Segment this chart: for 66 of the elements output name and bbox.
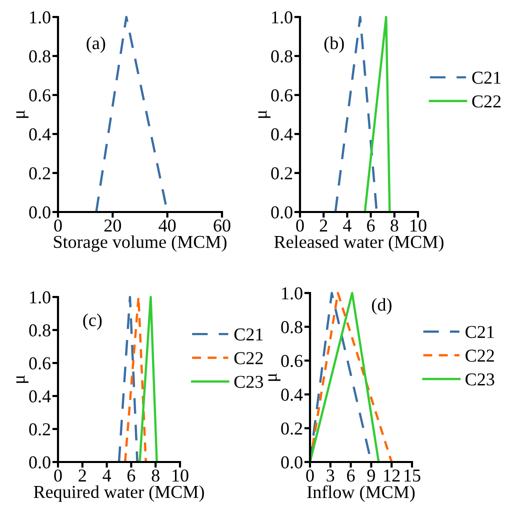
x-tick-label: 10 [410,219,426,232]
x-tick-label: 2 [320,220,328,232]
x-tick-label: 10 [172,469,188,482]
y-axis-title: μ [258,110,270,118]
y-tick-label: 0.2 [29,423,50,436]
x-axis-title: Released water (MCM) [274,235,444,252]
x-tick-label: 9 [367,470,375,482]
y-tick-label: 0.2 [281,422,302,435]
x-tick-label: 60 [214,219,230,232]
y-tick-label: 0.6 [281,354,303,368]
annotation: (b) [324,36,344,53]
x-tick-label: 40 [158,219,176,232]
annotation: (c) [83,314,102,330]
x-axis-title: Required water (MCM) [34,485,204,502]
y-tick-label: 0.2 [29,167,50,180]
y-tick-label: 0.6 [29,357,51,370]
x-tick-label: 12 [384,470,400,482]
x-tick-label: 15 [404,470,420,482]
x-tick-label: 0 [54,219,62,232]
legend-label: C22 [466,350,494,362]
x-tick-label: 0 [54,469,62,482]
x-axis-title: Inflow (MCM) [307,485,415,502]
x-tick-label: 8 [152,469,160,482]
x-tick-label: 4 [343,220,352,232]
annotation: (a) [86,36,106,53]
y-tick-label: 1.0 [30,11,50,24]
y-tick-label: 0.2 [271,167,292,180]
legend-label: C22 [472,95,501,108]
y-tick-label: 0.0 [29,456,50,469]
x-axis-title: Storage volume (MCM) [54,235,226,252]
x-tick-label: 8 [390,219,398,232]
legend-label: C22 [234,352,263,364]
x-tick-label: 0 [296,219,304,232]
annotation: (d) [372,298,392,314]
x-tick-label: 4 [102,470,112,482]
y-tick-label: 0.0 [271,206,292,219]
x-tick-label: 6 [347,470,355,482]
x-tick-label: 6 [367,220,375,232]
y-axis-title: μ [16,375,28,383]
x-tick-label: 3 [326,470,334,482]
legend-label: C21 [466,326,494,338]
x-tick-label: 0 [306,469,314,482]
legend-label: C21 [234,328,263,341]
y-tick-label: 0.4 [271,128,293,141]
y-tick-label: 0.8 [29,324,50,337]
legend-label: C21 [472,72,500,84]
y-tick-label: 0.8 [29,50,50,63]
y-tick-label: 1.0 [30,291,50,304]
y-tick-label: 0.0 [281,456,302,469]
y-tick-label: 0.4 [29,390,51,403]
y-tick-label: 0.0 [29,206,50,219]
y-axis-title: μ [16,110,28,118]
y-tick-label: 0.4 [29,128,51,141]
y-tick-label: 0.6 [29,89,51,102]
x-tick-label: 20 [104,219,122,232]
x-tick-label: 6 [127,470,136,482]
y-tick-label: 1.0 [282,287,302,300]
y-tick-label: 0.8 [281,321,302,334]
y-tick-label: 0.4 [281,388,303,401]
y-axis-title: μ [268,373,280,381]
legend-label: C23 [466,373,494,386]
y-tick-label: 0.6 [271,89,293,102]
x-tick-label: 2 [78,470,86,482]
y-tick-label: 0.8 [271,50,292,63]
y-tick-label: 1.0 [272,11,292,24]
legend-label: C23 [234,376,264,388]
